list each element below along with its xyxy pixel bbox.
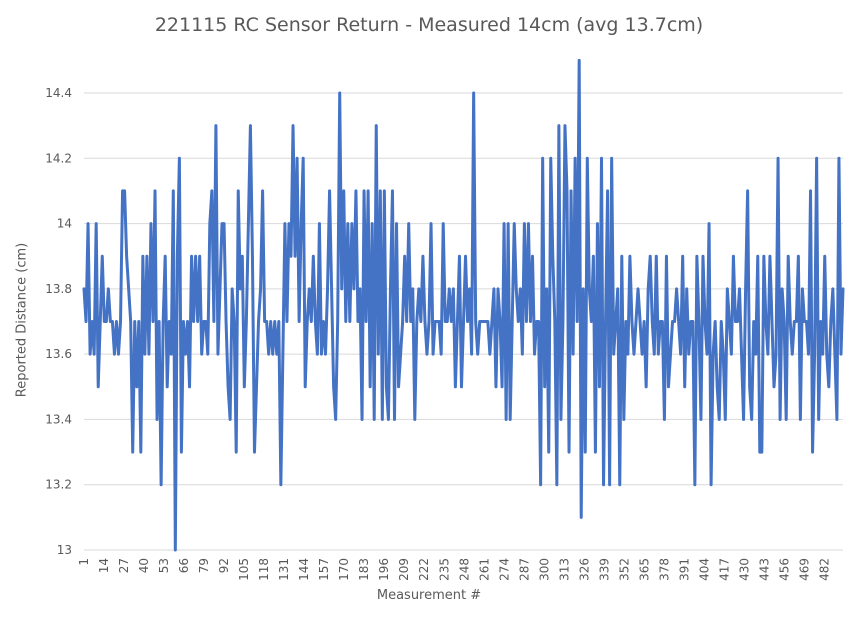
x-tick-label: 352 <box>617 558 631 581</box>
x-tick-label: 157 <box>317 558 331 581</box>
x-tick-label: 53 <box>157 558 171 573</box>
y-axis-label: Reported Distance (cm) <box>14 242 30 398</box>
y-tick-label: 14.2 <box>45 151 72 165</box>
x-axis-label: Measurement # <box>376 588 482 603</box>
x-tick-label: 235 <box>437 558 451 581</box>
series-layer <box>82 58 845 552</box>
y-tick-label: 13.8 <box>45 282 72 296</box>
x-tick-label: 482 <box>818 558 832 581</box>
y-tick-label: 13.6 <box>45 347 72 361</box>
y-tick-label: 13.2 <box>45 478 72 492</box>
x-tick-label: 79 <box>197 558 211 573</box>
x-tick-label: 40 <box>137 558 151 573</box>
x-tick-label: 131 <box>277 558 291 581</box>
x-tick-label: 14 <box>97 558 111 573</box>
series-line <box>82 58 845 552</box>
x-tick-label: 469 <box>798 558 812 581</box>
x-tick-labels: 1 14 27 40 53 66 79 92 105 118 131 144 157 170 183 196 2… <box>77 558 832 581</box>
x-tick-label: 1 <box>77 558 91 566</box>
x-tick-label: 313 <box>557 558 571 581</box>
x-tick-label: 261 <box>477 558 491 581</box>
x-tick-label: 27 <box>117 558 131 573</box>
y-tick-label: 14.4 <box>45 86 72 100</box>
y-tick-label: 14 <box>57 217 72 231</box>
x-tick-label: 183 <box>357 558 371 581</box>
x-tick-label: 144 <box>297 558 311 581</box>
x-tick-label: 339 <box>597 558 611 581</box>
x-tick-label: 274 <box>497 558 511 581</box>
chart-title: 221115 RC Sensor Return - Measured 14cm … <box>154 14 704 36</box>
x-tick-label: 222 <box>417 558 431 581</box>
x-tick-label: 365 <box>637 558 651 581</box>
y-tick-label: 13 <box>57 543 72 557</box>
x-tick-label: 391 <box>677 558 691 581</box>
x-tick-label: 170 <box>337 558 351 581</box>
y-tick-labels: 13 13.2 13.4 13.6 13.8 14 14.2 14.4 <box>45 86 72 557</box>
x-tick-label: 248 <box>457 558 471 581</box>
x-tick-label: 404 <box>697 558 711 581</box>
x-tick-label: 378 <box>657 558 671 581</box>
x-tick-label: 196 <box>377 558 391 581</box>
x-tick-label: 66 <box>177 558 191 573</box>
y-tick-label: 13.4 <box>45 412 72 426</box>
x-tick-label: 92 <box>217 558 231 573</box>
x-tick-label: 209 <box>397 558 411 581</box>
x-tick-label: 326 <box>577 558 591 581</box>
x-tick-label: 287 <box>517 558 531 581</box>
x-tick-label: 118 <box>257 558 271 581</box>
x-tick-label: 456 <box>777 558 791 581</box>
x-tick-label: 430 <box>737 558 751 581</box>
x-tick-label: 443 <box>757 558 771 581</box>
x-tick-label: 417 <box>717 558 731 581</box>
x-tick-label: 105 <box>237 558 251 581</box>
x-tick-label: 300 <box>537 558 551 581</box>
